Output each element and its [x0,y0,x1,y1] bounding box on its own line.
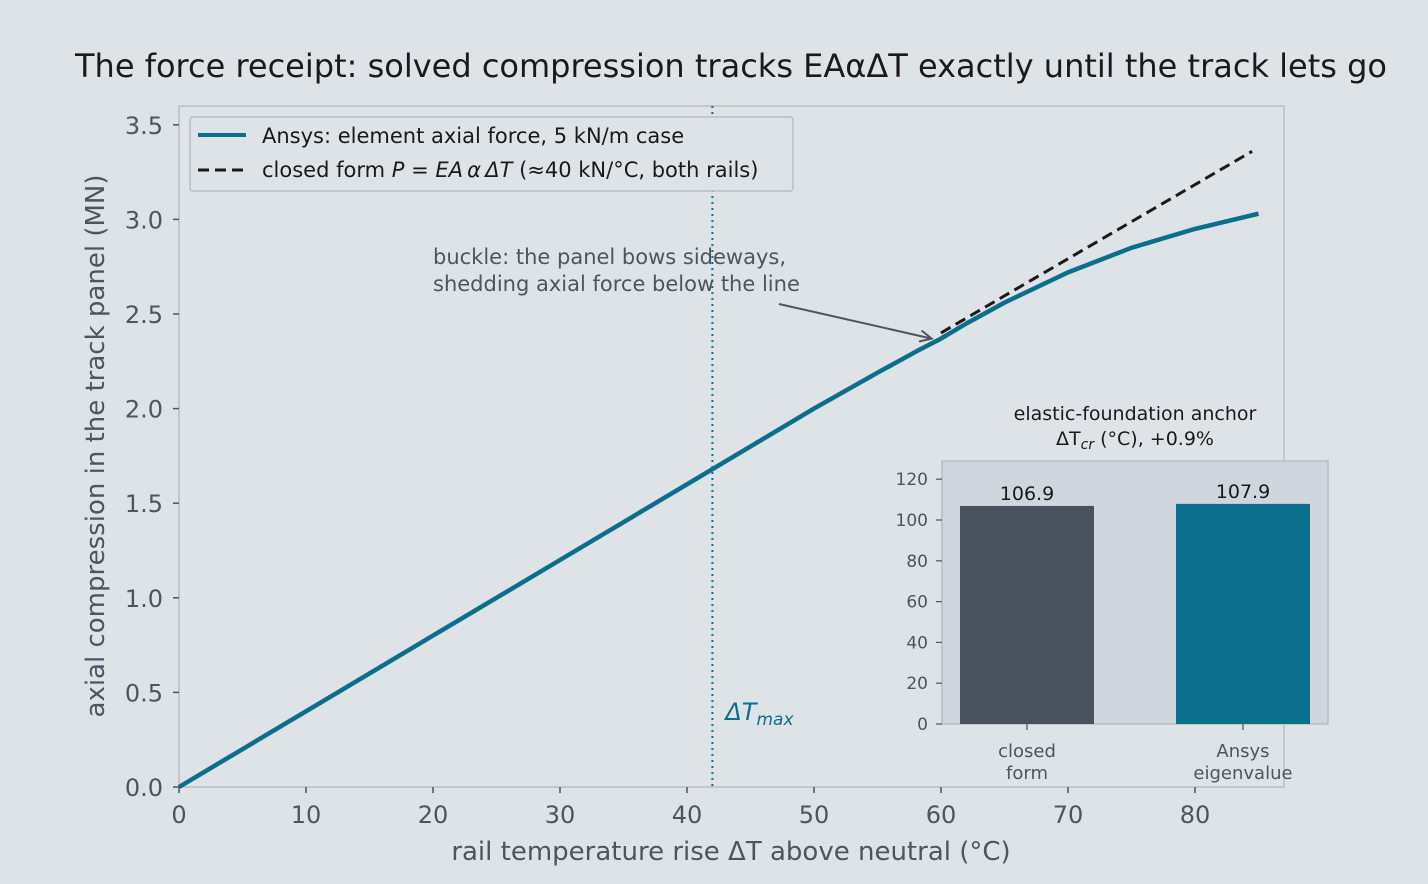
inset-title-rest: (°C), +0.9% [1094,428,1214,450]
legend: Ansys: element axial force, 5 kN/m case … [189,116,794,192]
legend-closed-form-prefix: closed form [262,158,392,182]
inset-y-tick-label: 120 [896,470,928,490]
y-axis: 0.0 0.5 1.0 1.5 2.0 2.5 3.0 3.5 [125,112,179,802]
legend-closed-form-formula: P = EA α ΔT [392,158,515,182]
inset-y-axis: 0 20 40 60 80 100 120 [896,470,942,735]
inset-y-tick-label: 60 [906,593,928,613]
series-closed-form-line [940,150,1253,335]
y-tick-label: 3.5 [125,112,163,140]
buckle-annotation: buckle: the panel bows sideways, sheddin… [433,245,934,343]
series-ansys-line [177,211,1260,789]
x-tick-label: 0 [171,801,186,829]
y-tick-label: 0.0 [125,774,163,802]
legend-closed-form-suffix: (≈40 kN/°C, both rails) [512,158,758,182]
delta-t-max-label: ΔTmax [723,698,794,730]
inset-bar-value-label: 107.9 [1216,481,1270,503]
inset-y-tick-label: 0 [917,715,928,735]
x-tick-label: 30 [545,801,576,829]
delta-t-max-label-sub: max [756,710,794,730]
annotation-line-2: shedding axial force below the line [433,272,800,296]
inset-bar [1176,503,1310,724]
legend-box [189,116,794,192]
x-tick-label: 40 [672,801,703,829]
inset-title-delta-t: ΔT [1056,428,1081,450]
inset-category-label: Ansys [1216,741,1269,762]
inset-title-line-1: elastic-foundation anchor [1014,403,1257,425]
delta-t-max-line: ΔTmax [711,106,794,787]
y-tick-label: 2.5 [125,301,163,329]
annotation-arrowhead [918,329,934,343]
legend-label-closed-form: closed form P = EA α ΔT (≈40 kN/°C, both… [262,158,758,182]
inset-bar-chart: elastic-foundation anchor ΔTcr (°C), +0.… [896,403,1329,784]
inset-y-tick-label: 80 [906,552,928,572]
x-tick-label: 10 [291,801,322,829]
y-tick-label: 1.0 [125,585,163,613]
chart-title: The force receipt: solved compression tr… [74,47,1387,85]
x-tick-label: 60 [926,801,957,829]
x-tick-label: 20 [418,801,449,829]
x-axis: 0 10 20 30 40 50 60 70 80 [171,787,1210,829]
x-tick-label: 80 [1180,801,1211,829]
annotation-line-1: buckle: the panel bows sideways, [433,245,786,269]
inset-category-label: closed [998,741,1056,762]
inset-category-label: eigenvalue [1193,763,1292,784]
y-tick-label: 2.0 [125,396,163,424]
inset-y-tick-label: 100 [896,511,928,531]
x-axis-label: rail temperature rise ΔT above neutral (… [451,837,1010,867]
inset-y-tick-label: 40 [906,633,928,653]
delta-t-max-label-main: ΔT [723,698,758,726]
inset-bar [960,505,1094,724]
y-tick-label: 1.5 [125,490,163,518]
inset-category-label: form [1006,763,1048,784]
series-lines [177,150,1260,789]
plot-area [178,105,1285,788]
inset-bar-value-label: 106.9 [1000,483,1054,505]
inset-title-line-2: ΔTcr (°C), +0.9% [1056,428,1214,453]
y-tick-label: 3.0 [125,206,163,234]
legend-label-ansys: Ansys: element axial force, 5 kN/m case [262,124,684,148]
y-tick-label: 0.5 [125,679,163,707]
inset-title-subscript: cr [1081,437,1096,453]
x-tick-label: 70 [1053,801,1084,829]
inset-y-tick-label: 20 [906,674,928,694]
annotation-arrow [778,303,932,340]
x-tick-label: 50 [799,801,830,829]
y-axis-label: axial compression in the track panel (MN… [81,175,111,718]
